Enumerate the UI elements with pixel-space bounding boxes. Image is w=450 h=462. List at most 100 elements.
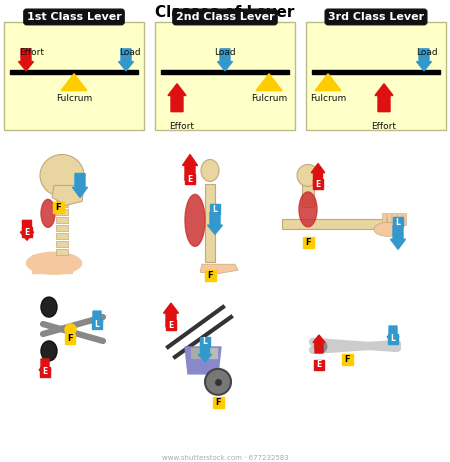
Text: E: E (24, 228, 30, 237)
Text: L: L (212, 205, 217, 214)
Ellipse shape (41, 297, 57, 317)
Bar (204, 270, 216, 281)
Text: Classes of Lever: Classes of Lever (155, 5, 295, 20)
Polygon shape (52, 185, 84, 206)
FancyArrow shape (417, 49, 432, 71)
Ellipse shape (297, 164, 319, 187)
Bar (210, 204, 220, 214)
FancyArrow shape (387, 326, 399, 344)
Bar (40, 367, 50, 377)
FancyArrow shape (20, 220, 34, 240)
Bar (393, 217, 403, 227)
Bar (392, 213, 396, 225)
Text: E: E (316, 360, 322, 370)
Ellipse shape (299, 192, 317, 227)
Bar (282, 219, 387, 229)
Circle shape (205, 369, 231, 395)
Text: F: F (207, 271, 213, 280)
Text: Effort: Effort (169, 122, 194, 131)
Text: L: L (94, 320, 99, 328)
Bar (302, 168, 314, 207)
Text: L: L (396, 218, 400, 227)
Text: E: E (42, 367, 48, 377)
Text: Effort: Effort (372, 122, 396, 131)
Bar (382, 213, 386, 225)
Text: Fulcrum: Fulcrum (56, 94, 92, 103)
Ellipse shape (40, 154, 84, 196)
Text: www.shutterstock.com · 677232583: www.shutterstock.com · 677232583 (162, 455, 288, 461)
Bar (56, 225, 68, 231)
Bar (10, 70, 138, 74)
Text: L: L (202, 337, 207, 346)
FancyArrow shape (207, 213, 222, 234)
Bar (191, 348, 205, 358)
Bar (314, 360, 324, 370)
Polygon shape (200, 264, 238, 274)
FancyArrow shape (391, 225, 405, 249)
Bar (32, 255, 72, 273)
Text: Effort: Effort (19, 48, 44, 57)
Polygon shape (256, 74, 282, 91)
FancyArrow shape (163, 303, 179, 327)
Text: F: F (215, 398, 221, 407)
Text: Load: Load (416, 48, 437, 57)
Bar (207, 348, 217, 358)
Text: F: F (305, 238, 311, 247)
Text: F: F (55, 203, 61, 213)
Text: Fulcrum: Fulcrum (251, 94, 287, 103)
Text: Fulcrum: Fulcrum (310, 94, 346, 103)
Bar (387, 213, 391, 225)
FancyBboxPatch shape (4, 22, 144, 130)
Polygon shape (185, 347, 221, 374)
FancyArrow shape (91, 311, 103, 329)
Text: 3rd Class Lever: 3rd Class Lever (328, 12, 424, 22)
Text: Load: Load (214, 48, 236, 57)
Ellipse shape (185, 195, 205, 246)
Bar (56, 241, 68, 247)
FancyArrow shape (313, 335, 325, 353)
Text: E: E (187, 175, 193, 184)
Bar (56, 217, 68, 223)
Bar (402, 213, 406, 225)
FancyArrow shape (198, 344, 212, 362)
Text: 1st Class Lever: 1st Class Lever (27, 12, 122, 22)
Bar (22, 227, 32, 237)
Bar (56, 233, 68, 239)
Bar (161, 70, 289, 74)
Bar (200, 337, 210, 347)
Bar (92, 319, 102, 329)
Bar (388, 334, 398, 344)
FancyArrow shape (39, 359, 51, 377)
FancyBboxPatch shape (306, 22, 446, 130)
Bar (342, 354, 352, 365)
Bar (56, 201, 68, 207)
Ellipse shape (201, 159, 219, 182)
Text: 2nd Class Lever: 2nd Class Lever (176, 12, 274, 22)
Bar (205, 184, 215, 262)
Text: F: F (344, 355, 350, 364)
Text: F: F (67, 334, 73, 343)
FancyArrow shape (375, 84, 393, 112)
Bar (212, 397, 224, 408)
Bar (56, 249, 68, 255)
FancyArrow shape (18, 49, 33, 71)
FancyArrow shape (217, 49, 233, 71)
Ellipse shape (27, 252, 81, 274)
Bar (166, 320, 176, 330)
Ellipse shape (374, 222, 402, 236)
Text: Load: Load (119, 48, 140, 57)
Polygon shape (61, 74, 87, 91)
Polygon shape (315, 74, 341, 91)
Ellipse shape (41, 341, 57, 361)
Bar (313, 179, 323, 189)
FancyArrow shape (183, 154, 198, 181)
FancyBboxPatch shape (155, 22, 295, 130)
Bar (65, 334, 75, 344)
Text: E: E (315, 180, 320, 189)
Text: L: L (391, 334, 396, 343)
FancyArrow shape (72, 173, 87, 197)
Bar (56, 209, 68, 215)
FancyArrow shape (118, 49, 134, 71)
Bar (397, 213, 401, 225)
Bar (53, 202, 63, 213)
